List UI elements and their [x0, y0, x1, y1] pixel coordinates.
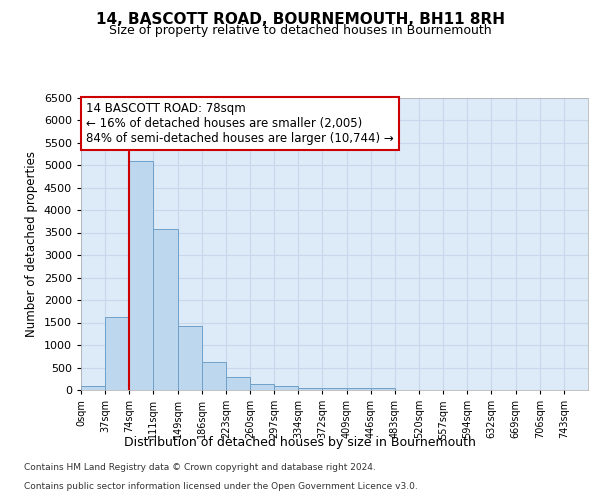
- Bar: [274, 386, 298, 390]
- Bar: [129, 162, 154, 390]
- Bar: [322, 388, 347, 390]
- Text: 14, BASCOTT ROAD, BOURNEMOUTH, BH11 8RH: 14, BASCOTT ROAD, BOURNEMOUTH, BH11 8RH: [95, 12, 505, 28]
- Y-axis label: Number of detached properties: Number of detached properties: [25, 151, 38, 337]
- Bar: [202, 362, 226, 390]
- Text: 14 BASCOTT ROAD: 78sqm
← 16% of detached houses are smaller (2,005)
84% of semi-: 14 BASCOTT ROAD: 78sqm ← 16% of detached…: [86, 102, 394, 145]
- Bar: [226, 376, 250, 390]
- Text: Size of property relative to detached houses in Bournemouth: Size of property relative to detached ho…: [109, 24, 491, 37]
- Bar: [371, 388, 395, 390]
- Bar: [347, 388, 371, 390]
- Bar: [154, 229, 178, 390]
- Bar: [105, 317, 129, 390]
- Text: Contains HM Land Registry data © Crown copyright and database right 2024.: Contains HM Land Registry data © Crown c…: [24, 464, 376, 472]
- Text: Contains public sector information licensed under the Open Government Licence v3: Contains public sector information licen…: [24, 482, 418, 491]
- Bar: [178, 326, 202, 390]
- Bar: [298, 388, 322, 390]
- Bar: [81, 386, 105, 390]
- Bar: [250, 384, 274, 390]
- Text: Distribution of detached houses by size in Bournemouth: Distribution of detached houses by size …: [124, 436, 476, 449]
